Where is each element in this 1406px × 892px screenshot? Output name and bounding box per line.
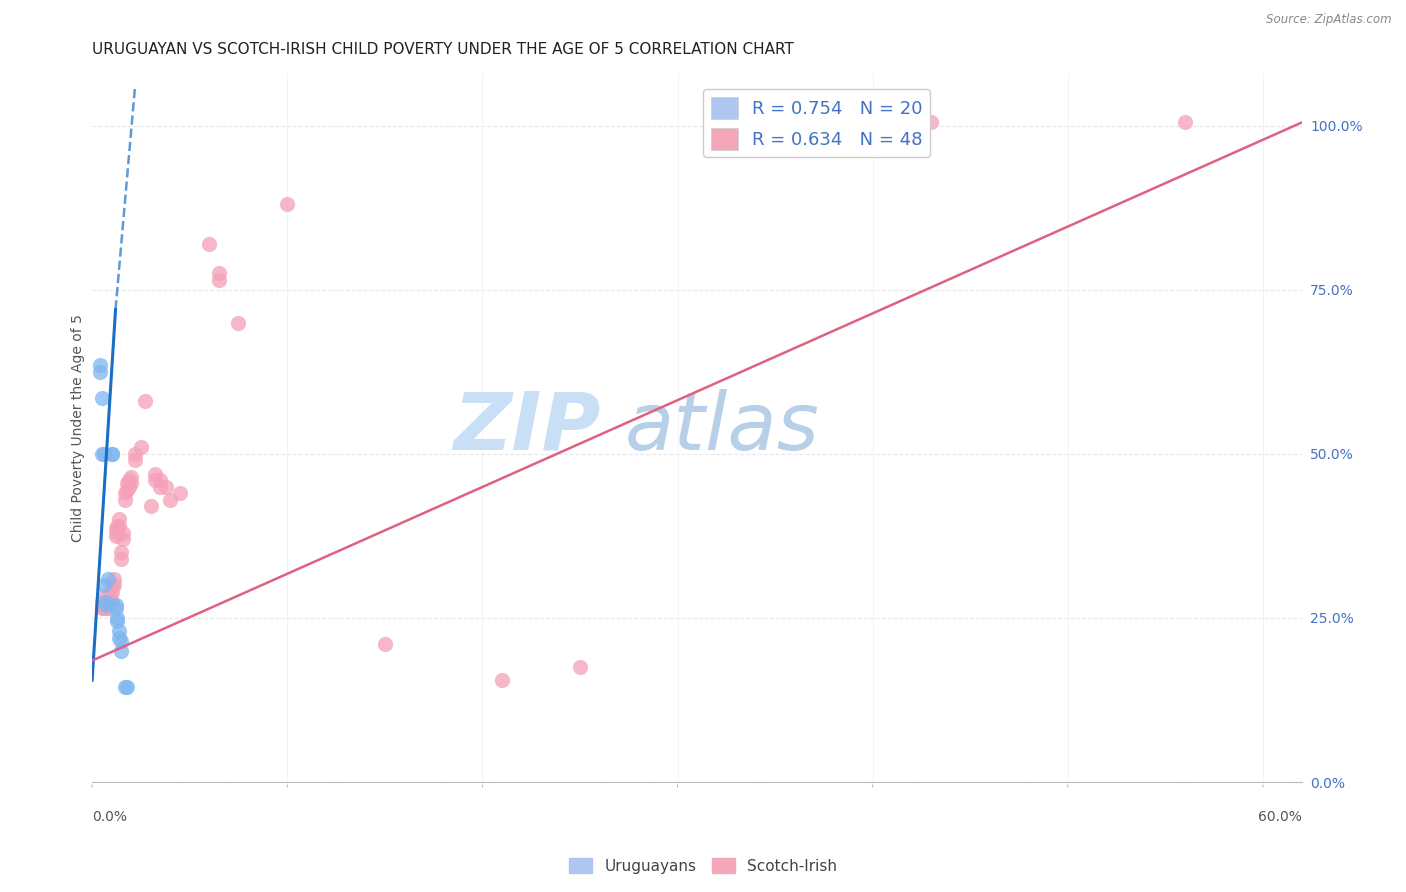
Point (149, 480, 172, 494)
Point (89, 358, 111, 372)
Point (108, 512, 131, 526)
Point (134, 394, 156, 409)
Point (803, 115, 825, 129)
Point (1174, 115, 1197, 129)
Point (100, 447, 122, 461)
Point (94, 594, 117, 608)
Point (100, 578, 122, 592)
Point (920, 115, 942, 129)
Point (107, 519, 129, 533)
Point (104, 529, 127, 543)
Legend: R = 0.754   N = 20, R = 0.634   N = 48: R = 0.754 N = 20, R = 0.634 N = 48 (703, 89, 929, 157)
Point (149, 473, 172, 487)
Point (90, 594, 112, 608)
Point (93, 578, 115, 592)
Point (100, 447, 122, 461)
Point (118, 480, 141, 494)
Text: 60.0%: 60.0% (1258, 810, 1302, 824)
Point (276, 197, 298, 211)
Point (208, 273, 231, 287)
Point (143, 473, 166, 487)
Point (374, 637, 396, 651)
Point (94, 588, 117, 602)
Point (110, 545, 132, 559)
Point (93, 594, 115, 608)
Point (93, 447, 115, 461)
Point (139, 500, 162, 514)
Point (94, 598, 117, 612)
Point (117, 476, 139, 491)
Point (112, 525, 135, 540)
Point (94, 601, 117, 615)
Point (107, 614, 129, 628)
Text: ZIP: ZIP (453, 389, 600, 467)
Point (107, 525, 129, 540)
Text: Source: ZipAtlas.com: Source: ZipAtlas.com (1267, 13, 1392, 27)
Point (98, 588, 121, 602)
Point (114, 486, 136, 500)
Point (93, 601, 115, 615)
Text: URUGUAYAN VS SCOTCH-IRISH CHILD POVERTY UNDER THE AGE OF 5 CORRELATION CHART: URUGUAYAN VS SCOTCH-IRISH CHILD POVERTY … (93, 42, 794, 57)
Point (97, 572, 120, 586)
Point (104, 598, 127, 612)
Point (112, 532, 135, 546)
Point (100, 594, 122, 608)
Point (120, 470, 142, 484)
Point (103, 578, 125, 592)
Point (90, 601, 112, 615)
Point (114, 680, 136, 694)
Point (97, 598, 120, 612)
Point (124, 447, 146, 461)
Point (104, 601, 127, 615)
Point (491, 673, 513, 688)
Legend: Uruguayans, Scotch-Irish: Uruguayans, Scotch-Irish (564, 852, 842, 880)
Point (110, 644, 132, 658)
Point (900, 115, 922, 129)
Point (110, 552, 132, 566)
Point (108, 631, 131, 645)
Point (110, 634, 132, 648)
Point (98, 594, 121, 608)
Point (228, 316, 250, 330)
Point (117, 680, 139, 694)
Point (124, 453, 146, 467)
Point (568, 660, 591, 674)
Point (120, 476, 142, 491)
Point (198, 236, 221, 251)
Point (90, 447, 112, 461)
Point (94, 598, 117, 612)
Point (100, 584, 122, 599)
Text: 0.0%: 0.0% (93, 810, 127, 824)
Point (118, 473, 141, 487)
Point (208, 266, 231, 280)
Point (108, 519, 131, 533)
Point (155, 480, 177, 494)
Point (129, 440, 152, 454)
Point (117, 483, 139, 497)
Point (89, 365, 111, 379)
Point (143, 467, 166, 481)
Point (159, 492, 181, 507)
Point (90, 391, 112, 405)
Text: atlas: atlas (624, 389, 820, 467)
Point (97, 601, 120, 615)
Point (103, 572, 125, 586)
Point (107, 611, 129, 625)
Point (169, 486, 191, 500)
Point (114, 492, 136, 507)
Point (108, 624, 131, 638)
Y-axis label: Child Poverty Under the Age of 5: Child Poverty Under the Age of 5 (72, 314, 86, 541)
Point (104, 522, 127, 536)
